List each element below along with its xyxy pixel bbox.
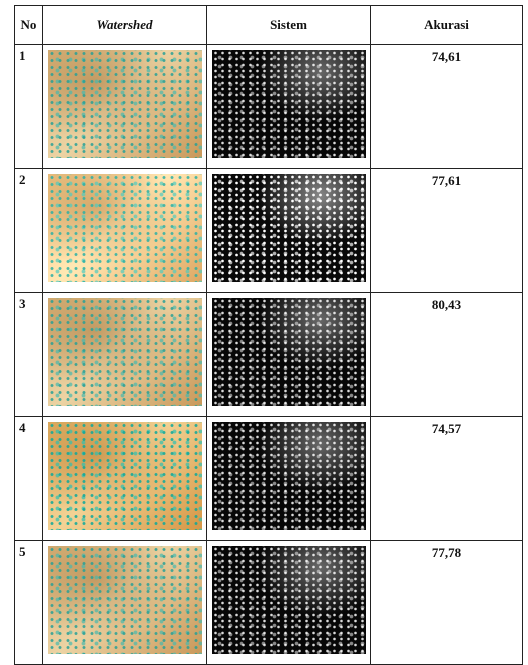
row: 4 74,57	[15, 417, 523, 541]
accuracy-cell: 74,57	[371, 417, 523, 541]
page: No Watershed Sistem Akurasi 1 74,61 2 77…	[0, 0, 528, 650]
number-cell: 2	[15, 169, 43, 293]
image-cell	[207, 417, 371, 541]
image-cell	[207, 293, 371, 417]
image-cell	[207, 541, 371, 665]
watershed-image	[48, 174, 202, 282]
number-cell: 4	[15, 417, 43, 541]
header-cell: Sistem	[207, 6, 371, 45]
image-cell	[43, 45, 207, 169]
system-image	[212, 298, 366, 406]
image-cell	[207, 169, 371, 293]
system-image	[212, 422, 366, 530]
row: 1 74,61	[15, 45, 523, 169]
row: 2 77,61	[15, 169, 523, 293]
accuracy-cell: 74,61	[371, 45, 523, 169]
system-image	[212, 50, 366, 158]
system-image	[212, 174, 366, 282]
number-cell: 1	[15, 45, 43, 169]
header-row: No Watershed Sistem Akurasi	[15, 6, 523, 45]
image-cell	[207, 45, 371, 169]
row: 5 77,78	[15, 541, 523, 665]
image-cell	[43, 417, 207, 541]
header-cell: Akurasi	[371, 6, 523, 45]
results-table: No Watershed Sistem Akurasi 1 74,61 2 77…	[14, 5, 523, 665]
watershed-image	[48, 422, 202, 530]
accuracy-cell: 77,61	[371, 169, 523, 293]
system-image	[212, 546, 366, 654]
accuracy-cell: 80,43	[371, 293, 523, 417]
number-cell: 5	[15, 541, 43, 665]
watershed-image	[48, 50, 202, 158]
watershed-image	[48, 546, 202, 654]
header-cell: No	[15, 6, 43, 45]
number-cell: 3	[15, 293, 43, 417]
watershed-image	[48, 298, 202, 406]
image-cell	[43, 169, 207, 293]
row: 3 80,43	[15, 293, 523, 417]
image-cell	[43, 293, 207, 417]
header-cell: Watershed	[43, 6, 207, 45]
image-cell	[43, 541, 207, 665]
accuracy-cell: 77,78	[371, 541, 523, 665]
